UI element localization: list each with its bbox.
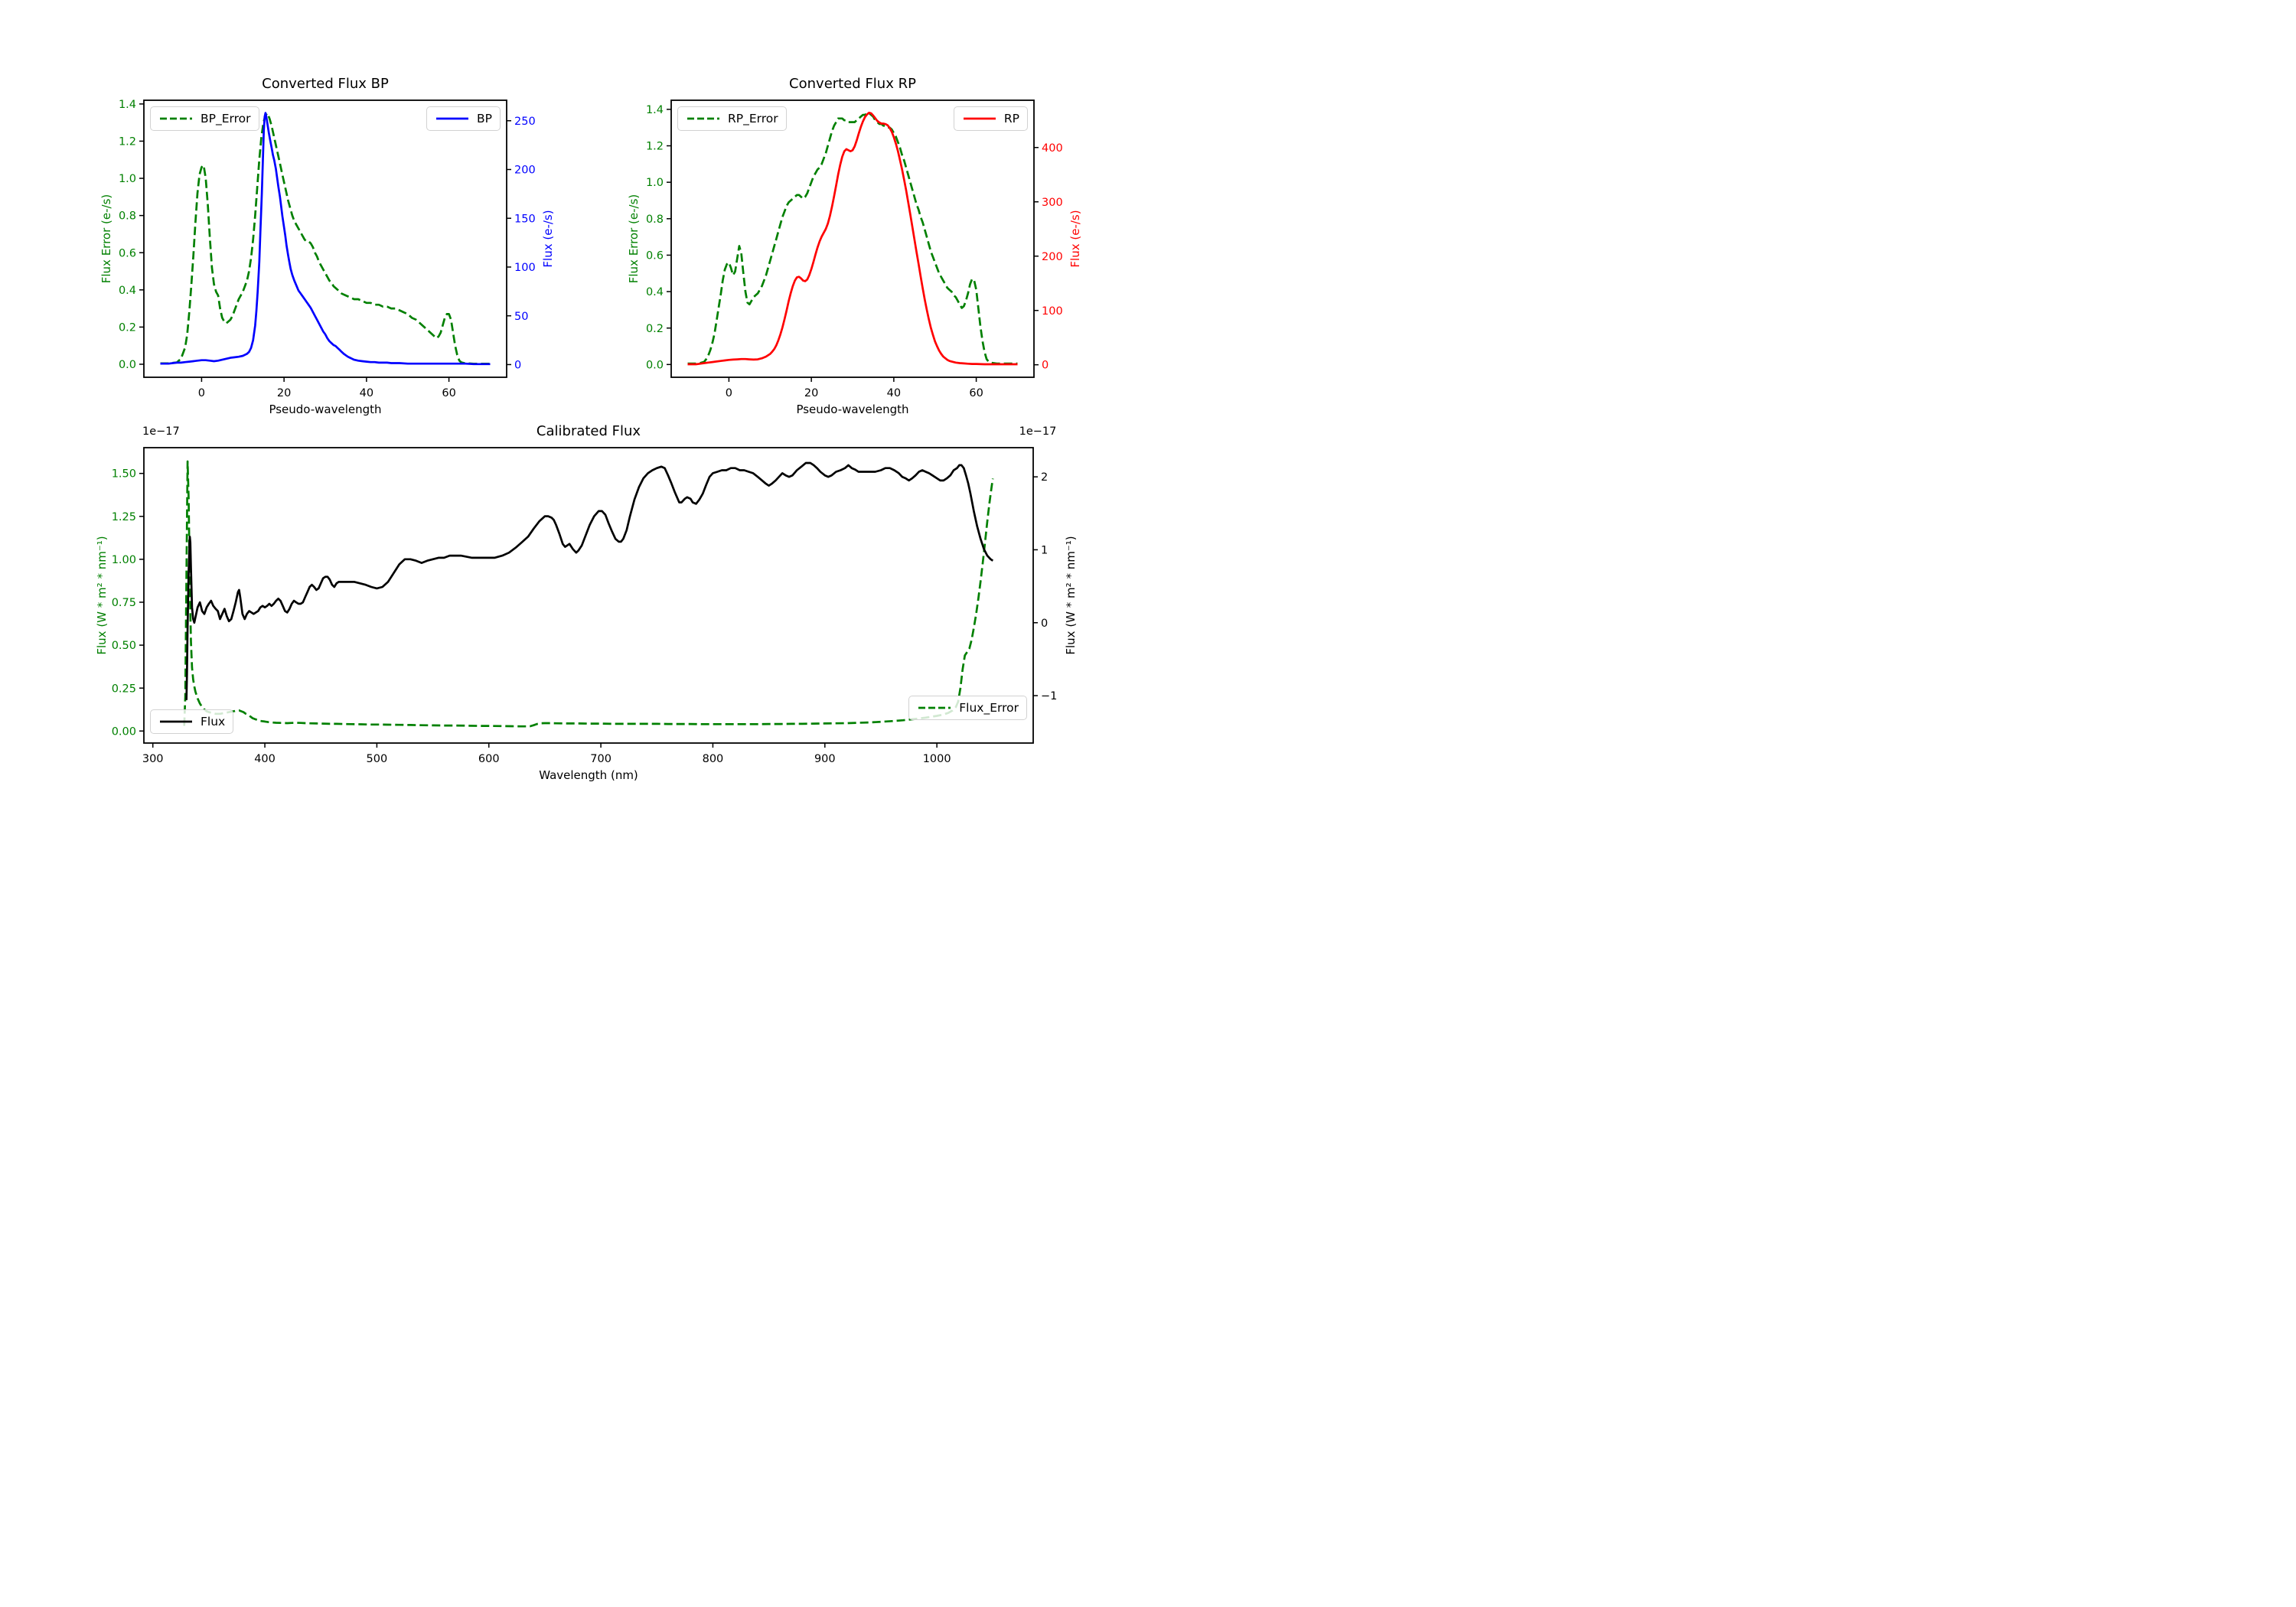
tick-label: 1.4 (646, 104, 664, 116)
axes-frame (670, 99, 1035, 378)
tick-label: 600 (478, 753, 500, 765)
legend-flux: Flux (150, 709, 234, 734)
tick-label: 0 (1042, 360, 1049, 372)
flux-error-line (183, 460, 994, 728)
tick-label: 0.50 (112, 640, 136, 652)
x-axis-label-rp: Pseudo-wavelength (796, 403, 909, 416)
legend-flux-error: Flux_Error (908, 696, 1027, 720)
x-axis-label-bp: Pseudo-wavelength (269, 403, 382, 416)
tick-label: 0 (514, 360, 521, 372)
tick-label: 40 (360, 387, 373, 399)
tick-label: 1.4 (119, 99, 136, 111)
axis-offset-text-right: 1e−17 (1019, 425, 1057, 438)
tick-label: 20 (804, 387, 818, 399)
legend-line-sample-dashed (918, 706, 951, 709)
y-axis-label-bp-flux: Flux (e-/s) (541, 210, 555, 268)
tick-label: 300 (1042, 197, 1063, 209)
tick-label: 0.75 (112, 597, 136, 609)
legend-label: BP_Error (201, 112, 251, 125)
tick-label: 1.2 (646, 141, 664, 153)
legend-line-sample-solid (160, 720, 192, 723)
tick-label: 900 (814, 753, 836, 765)
tick-label: 1.50 (112, 468, 136, 481)
chart-title-converted-flux-bp: Converted Flux BP (262, 76, 389, 92)
tick-label: 2 (1041, 471, 1048, 484)
figure-canvas: Converted Flux BP Converted Flux RP Cali… (0, 0, 1148, 804)
tick-label: 400 (1042, 142, 1063, 155)
tick-label: 1.00 (112, 554, 136, 566)
tick-label: 400 (254, 753, 276, 765)
tick-label: 60 (442, 387, 455, 399)
tick-label: −1 (1041, 690, 1057, 702)
tick-label: 60 (969, 387, 983, 399)
legend-line-sample-solid (436, 117, 469, 120)
tick-label: 100 (514, 262, 536, 274)
chart-title-converted-flux-rp: Converted Flux RP (789, 76, 916, 92)
x-axis-label-wavelength: Wavelength (nm) (539, 768, 638, 782)
y-axis-label-cal-flux-right: Flux (W * m² * nm⁻¹) (1064, 536, 1078, 655)
tick-label: 0.25 (112, 683, 136, 695)
chart-title-calibrated-flux: Calibrated Flux (536, 423, 641, 439)
flux-line (185, 461, 994, 700)
legend-rp: RP (953, 106, 1028, 131)
bp-error-line (160, 112, 491, 365)
legend-label: RP (1003, 112, 1019, 125)
tick-label: 0.00 (112, 725, 136, 738)
tick-label: 0.4 (119, 285, 136, 297)
y-axis-label-bp-error: Flux Error (e-/s) (99, 194, 113, 284)
tick-marks-and-labels: 300 400 500 600 700 800 900 1000 0.00 0.25 0.50 0.7… (112, 468, 1058, 765)
tick-label: 700 (590, 753, 612, 765)
legend-bp-error: BP_Error (150, 106, 259, 131)
tick-label: 0.0 (646, 359, 664, 371)
bp-line (160, 112, 491, 366)
axes-frame (143, 99, 507, 378)
tick-label: 0.8 (646, 214, 664, 226)
y-axis-label-cal-flux-left: Flux (W * m² * nm⁻¹) (95, 536, 109, 655)
axes-frame (143, 447, 1034, 744)
tick-marks-and-labels: 0 20 40 60 0.0 0.2 0.4 0.6 0.8 1.0 1.2 1.4 0 100 200 30… (646, 104, 1063, 399)
axis-offset-text-left: 1e−17 (142, 425, 180, 438)
rp-error-line (687, 112, 1018, 365)
tick-label: 0.0 (119, 359, 136, 371)
tick-label: 200 (514, 165, 536, 177)
tick-label: 100 (1042, 305, 1063, 318)
legend-line-sample-solid (963, 117, 996, 120)
tick-label: 1 (1041, 545, 1048, 557)
tick-label: 1000 (923, 753, 951, 765)
legend-line-sample-dashed (687, 117, 719, 120)
tick-label: 800 (703, 753, 724, 765)
tick-label: 0.8 (119, 210, 136, 223)
legend-label: Flux (201, 715, 226, 729)
tick-label: 0.6 (646, 250, 664, 262)
legend-line-sample-dashed (160, 117, 192, 120)
y-axis-label-rp-flux: Flux (e-/s) (1068, 210, 1082, 268)
tick-label: 50 (514, 311, 528, 323)
tick-label: 0.2 (646, 323, 664, 335)
legend-rp-error: RP_Error (677, 106, 787, 131)
tick-label: 1.0 (119, 173, 136, 185)
legend-bp: BP (426, 106, 501, 131)
tick-label: 200 (1042, 251, 1063, 263)
tick-label: 0.4 (646, 286, 664, 298)
tick-label: 0.2 (119, 321, 136, 334)
tick-label: 1.0 (646, 177, 664, 189)
tick-label: 1.25 (112, 511, 136, 523)
tick-label: 0 (1041, 618, 1048, 630)
legend-label: Flux_Error (959, 701, 1019, 715)
tick-label: 150 (514, 213, 536, 225)
rp-line (687, 111, 1018, 366)
tick-label: 40 (887, 387, 901, 399)
tick-label: 0.6 (119, 247, 136, 259)
tick-label: 20 (277, 387, 291, 399)
y-axis-label-rp-error: Flux Error (e-/s) (627, 194, 641, 284)
tick-label: 250 (514, 116, 536, 128)
legend-label: RP_Error (728, 112, 778, 125)
tick-label: 300 (142, 753, 164, 765)
tick-label: 0 (726, 387, 732, 399)
tick-marks-and-labels: 0 20 40 60 0.0 0.2 0.4 0.6 0.8 1.0 1.2 1.4 0 50 100 150… (119, 99, 536, 399)
legend-label: BP (477, 112, 492, 125)
tick-label: 500 (367, 753, 388, 765)
tick-label: 1.2 (119, 136, 136, 148)
tick-label: 0 (198, 387, 205, 399)
